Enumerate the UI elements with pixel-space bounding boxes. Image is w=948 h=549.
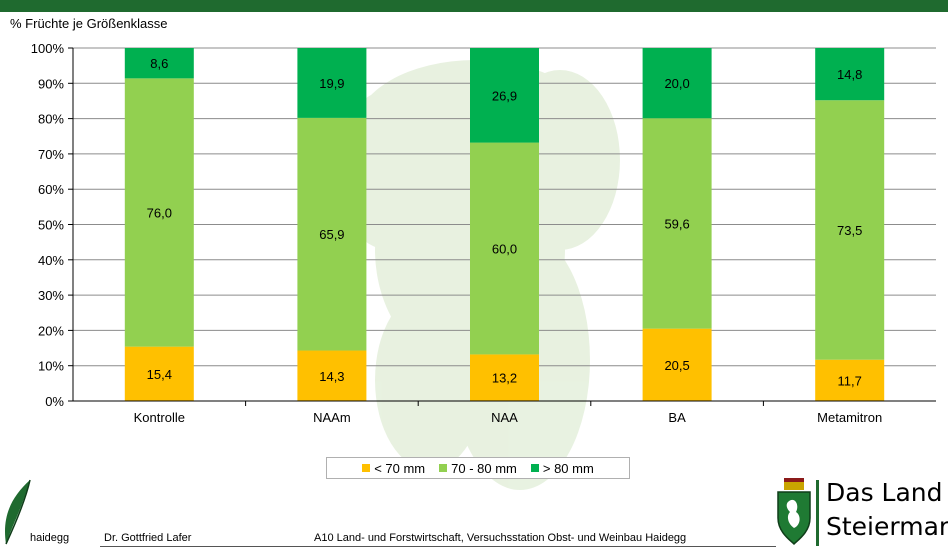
data-label: 11,7 [838, 373, 862, 388]
bar-segment [297, 117, 367, 351]
data-label: 19,9 [319, 76, 344, 91]
y-tick-label: 40% [38, 253, 64, 268]
y-tick-label: 100% [31, 41, 65, 56]
x-tick-label: NAAm [313, 410, 351, 425]
footer-divider [100, 546, 776, 547]
legend-swatch-lt70 [362, 464, 371, 472]
data-label: 26,9 [492, 88, 517, 103]
legend-swatch-70-80 [439, 464, 448, 472]
data-label: 20,5 [664, 358, 689, 373]
brand-divider [816, 480, 819, 546]
top-bar [0, 0, 948, 12]
y-axis-title: % Früchte je Größenklasse [10, 16, 168, 31]
data-label: 8,6 [150, 56, 168, 71]
data-label: 14,8 [837, 67, 862, 82]
y-tick-label: 50% [38, 218, 64, 233]
data-label: 20,0 [664, 76, 689, 91]
y-tick-label: 30% [38, 288, 64, 303]
bar-segment [124, 78, 194, 347]
brand-logo: Das Land Steiermark [774, 474, 948, 549]
bar-segment [642, 118, 712, 329]
y-tick-label: 10% [38, 359, 64, 374]
legend-label-lt70: < 70 mm [374, 460, 426, 476]
data-label: 73,5 [837, 223, 862, 238]
data-label: 14,3 [319, 369, 344, 384]
y-tick-label: 20% [38, 323, 64, 338]
bar-segment [642, 48, 712, 119]
y-tick-label: 60% [38, 182, 64, 197]
haidegg-leaf-logo [5, 479, 31, 545]
data-label: 60,0 [492, 242, 517, 257]
bar-segment [642, 328, 712, 401]
brand-line1: Das Land [826, 478, 943, 507]
bar-segment [297, 350, 367, 401]
bar-segment [124, 48, 194, 79]
bar-segment [815, 48, 885, 101]
legend-label-gt80: > 80 mm [542, 460, 594, 476]
bar-segment [815, 100, 885, 360]
legend-swatch-gt80 [530, 464, 539, 472]
legend-label-70-80: 70 - 80 mm [451, 460, 517, 476]
bar-segment [470, 142, 539, 355]
footer-institution: A10 Land- und Forstwirtschaft, Versuchss… [314, 532, 687, 544]
data-label: 65,9 [319, 227, 344, 242]
bar-segment [470, 354, 539, 401]
x-tick-label: Kontrolle [134, 410, 185, 425]
brand-line2: Steiermark [826, 512, 948, 541]
footer-author: Dr. Gottfried Lafer [104, 532, 192, 544]
data-label: 76,0 [147, 205, 172, 220]
data-label: 15,4 [147, 367, 172, 382]
y-tick-label: 0% [45, 394, 64, 409]
legend: < 70 mm 70 - 80 mm > 80 mm [326, 457, 630, 479]
legend-item-lt70: < 70 mm [362, 461, 425, 476]
data-label: 13,2 [492, 371, 517, 386]
legend-item-gt80: > 80 mm [530, 460, 594, 476]
x-tick-label: NAA [491, 410, 518, 425]
y-tick-label: 70% [38, 147, 64, 162]
y-tick-label: 90% [38, 76, 64, 91]
bar-segment [470, 48, 539, 143]
legend-item-70-80: 70 - 80 mm [439, 461, 517, 476]
bar-segment [124, 346, 194, 401]
haidegg-logo-text: haidegg [30, 532, 70, 544]
y-tick-label: 80% [38, 112, 64, 127]
bar-segment [815, 359, 885, 401]
x-tick-label: BA [668, 410, 686, 425]
data-label: 59,6 [664, 216, 689, 231]
coat-of-arms-icon [777, 478, 811, 546]
x-tick-label: Metamitron [817, 410, 882, 425]
bar-segment [297, 48, 367, 118]
